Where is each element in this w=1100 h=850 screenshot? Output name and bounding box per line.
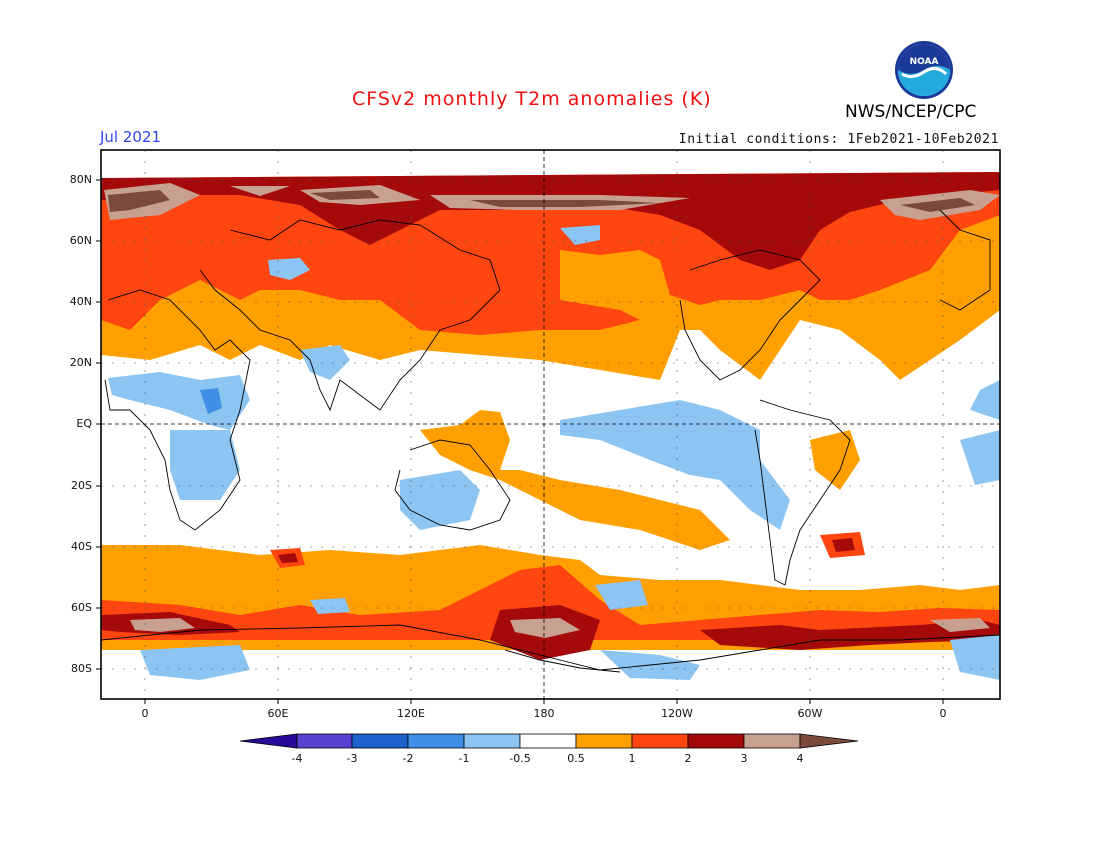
agency-label: NWS/NCEP/CPC: [845, 102, 977, 122]
logo-text: NOAA: [910, 57, 939, 67]
colorbar-bin: [687, 733, 745, 749]
lat-label-eq: EQ: [76, 417, 92, 430]
sh-blob-2: [278, 553, 298, 563]
sh-blob-4: [832, 538, 855, 552]
colorbar-label: -2: [402, 752, 414, 765]
lon-label-180: 180: [533, 707, 555, 720]
eq-warm-brazil: [810, 430, 860, 490]
lat-label-40s: 40S: [71, 540, 92, 553]
colorbar-label: 0.5: [567, 752, 585, 765]
lat-label-80n: 80N: [69, 173, 92, 186]
colorbar-bin: [575, 733, 633, 749]
eq-cool-sa-atlantic: [960, 430, 1000, 485]
colorbar-high-arrow: [799, 733, 859, 749]
anomaly-field: [101, 150, 1000, 699]
nh-cool-north-africa: [108, 372, 250, 430]
lon-label-0: 0: [141, 707, 149, 720]
lon-label-120e: 120E: [397, 707, 425, 720]
nh-cool-india: [300, 345, 350, 380]
colorbar-bin: [631, 733, 689, 749]
nh-warm5-band: [108, 190, 975, 212]
forecast-month: Jul 2021: [100, 128, 162, 146]
lat-label-20n: 20N: [69, 356, 92, 369]
eq-warm-maritime: [420, 410, 730, 550]
lon-label-60w: 60W: [797, 707, 823, 720]
sh-cool-east: [950, 635, 1000, 680]
coastlines: [101, 209, 1000, 673]
nh-cool-pacific-ne: [560, 225, 600, 245]
sh-cool-indian: [310, 598, 350, 614]
lon-label-120w: 120W: [661, 707, 693, 720]
colorbar-bin: [351, 733, 409, 749]
sh-warm2-band: [101, 565, 1000, 640]
lat-label-60s: 60S: [71, 601, 92, 614]
colorbar-label: 3: [740, 752, 748, 765]
colorbar-label: -0.5: [509, 752, 531, 765]
graticule: [101, 150, 1000, 699]
colorbar-label: -4: [291, 752, 303, 765]
nh-cool-siberia: [268, 258, 310, 280]
colorbar-bin: [743, 733, 801, 749]
ticks: [96, 179, 944, 704]
colorbar-bin: [463, 733, 521, 749]
lon-label-0-east: 0: [939, 707, 947, 720]
eq-cool-pacific: [560, 400, 790, 530]
sh-warm4-band: [130, 618, 990, 638]
lat-label-60n: 60N: [69, 234, 92, 247]
reference-lines: [101, 150, 1000, 699]
eq-cool-southern-africa: [170, 430, 240, 500]
colorbar-label: 1: [628, 752, 636, 765]
colorbar-bin: [407, 733, 465, 749]
colorbar-label: -3: [346, 752, 358, 765]
colorbar-bin: [519, 733, 577, 749]
sh-cool-antarctic-1: [140, 645, 250, 680]
lon-label-60e: 60E: [267, 707, 289, 720]
nh-cool-sahel-deep: [200, 388, 222, 414]
lat-label-80s: 80S: [71, 662, 92, 675]
lat-label-40n: 40N: [69, 295, 92, 308]
lat-label-20s: 20S: [71, 479, 92, 492]
initial-conditions: Initial conditions: 1Feb2021-10Feb2021: [678, 132, 999, 147]
colorbar-bin: [296, 733, 353, 749]
sh-cool-southatl: [595, 580, 648, 610]
colorbar-label: 4: [796, 752, 804, 765]
colorbar-label: -1: [458, 752, 470, 765]
nh-cool-americas: [970, 380, 1000, 420]
colorbar: [239, 733, 859, 749]
colorbar-low-arrow: [239, 733, 298, 749]
colorbar-label: 2: [684, 752, 692, 765]
noaa-logo: NOAA: [895, 41, 953, 99]
chart-title: CFSv2 monthly T2m anomalies (K): [352, 88, 712, 110]
